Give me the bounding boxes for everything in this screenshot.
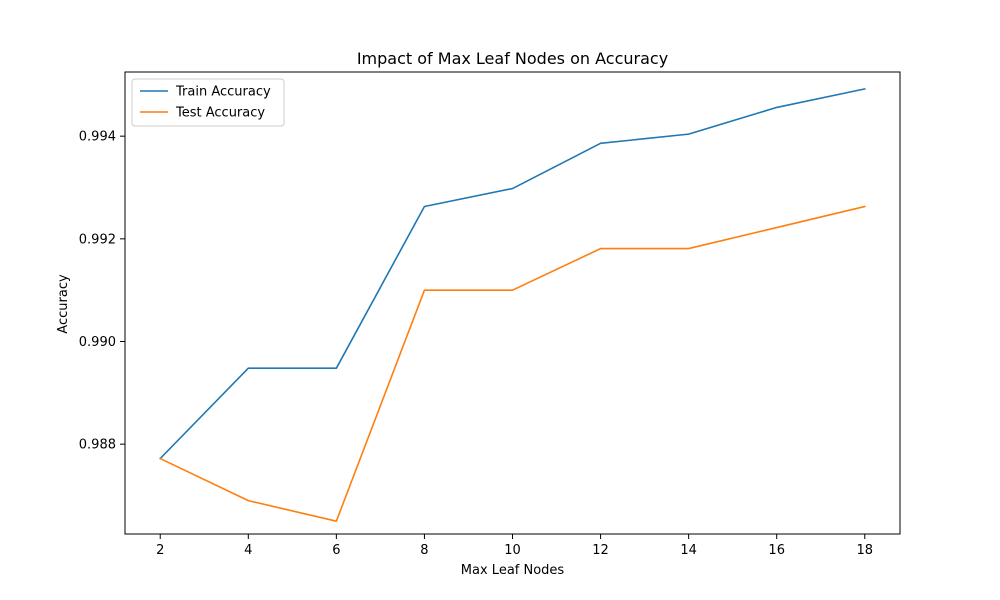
x-tick-label: 2 bbox=[156, 543, 164, 558]
x-tick-label: 12 bbox=[592, 543, 609, 558]
y-tick-label: 0.992 bbox=[79, 232, 116, 247]
series-line-train bbox=[159, 87, 866, 460]
y-axis-label: Accuracy bbox=[56, 274, 71, 334]
y-tick-label: 0.988 bbox=[79, 438, 116, 453]
y-tick-label: 0.990 bbox=[79, 335, 116, 350]
plot-area bbox=[124, 71, 901, 535]
x-tick-label: 10 bbox=[504, 543, 521, 558]
x-tick-label: 18 bbox=[856, 543, 873, 558]
legend-label: Train Accuracy bbox=[175, 85, 271, 100]
x-axis-label: Max Leaf Nodes bbox=[461, 563, 565, 578]
series-line-test bbox=[159, 205, 866, 522]
y-tick-label: 0.994 bbox=[79, 130, 116, 145]
series-lines bbox=[159, 87, 866, 522]
plot-frame bbox=[124, 71, 901, 535]
legend: Train Accuracy Test Accuracy bbox=[131, 78, 285, 127]
x-tick-label: 4 bbox=[244, 543, 252, 558]
x-tick-label: 14 bbox=[680, 543, 697, 558]
x-tick-label: 16 bbox=[768, 543, 785, 558]
x-tick-label: 8 bbox=[420, 543, 428, 558]
y-axis: 0.988 0.990 0.992 0.994 bbox=[79, 130, 125, 453]
legend-label: Test Accuracy bbox=[175, 106, 265, 121]
chart-title: Impact of Max Leaf Nodes on Accuracy bbox=[357, 49, 668, 68]
legend-box bbox=[131, 78, 285, 127]
x-tick-label: 6 bbox=[332, 543, 340, 558]
x-axis: 2 4 6 8 10 12 14 16 18 bbox=[156, 534, 873, 558]
